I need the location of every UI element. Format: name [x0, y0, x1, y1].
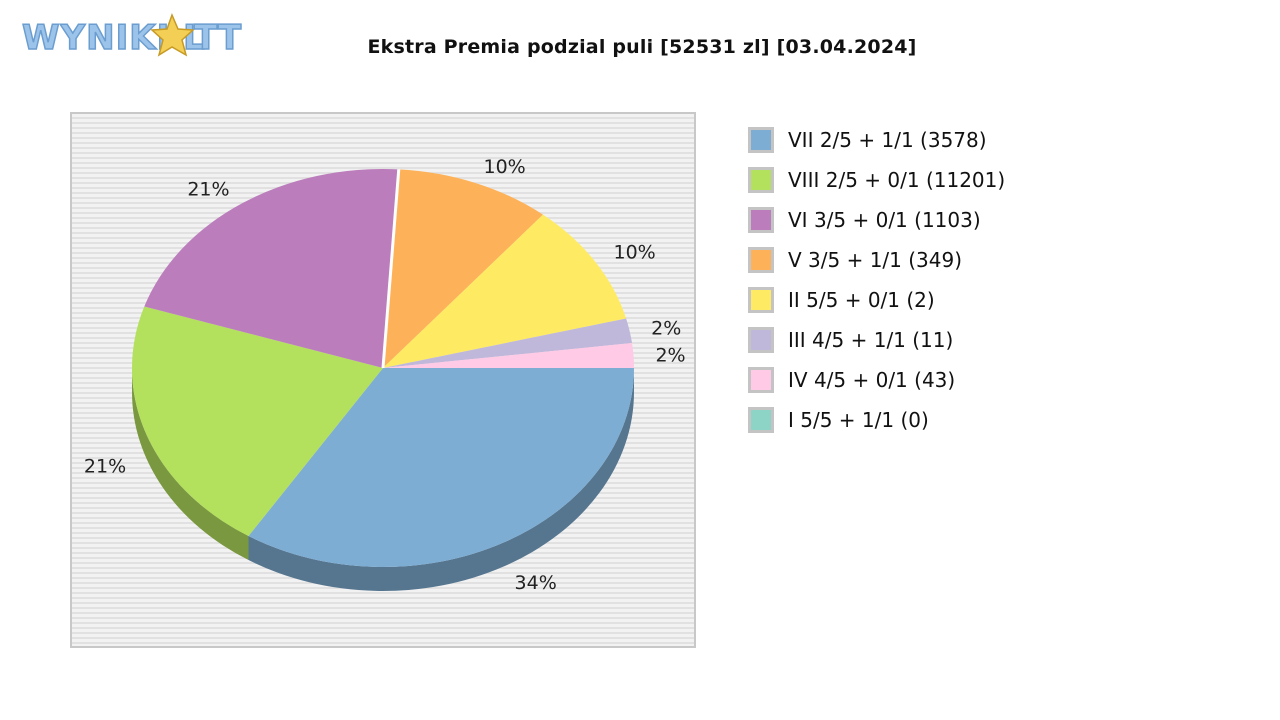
- slice-label-2: 21%: [187, 179, 229, 201]
- legend-label-4: II 5/5 + 0/1 (2): [788, 288, 935, 312]
- legend-item-2[interactable]: VI 3/5 + 0/1 (1103): [748, 200, 1168, 240]
- wyniki-lotto-logo: WYNIKI L TTO: [22, 12, 242, 58]
- legend-item-6[interactable]: IV 4/5 + 0/1 (43): [748, 360, 1168, 400]
- slice-label-0: 34%: [515, 572, 557, 594]
- pie-slice-3[interactable]: [383, 169, 543, 368]
- legend-swatch-2: [748, 207, 774, 233]
- slice-label-3: 10%: [483, 156, 525, 178]
- legend-swatch-6: [748, 367, 774, 393]
- legend-swatch-4: [748, 287, 774, 313]
- legend-label-3: V 3/5 + 1/1 (349): [788, 248, 963, 272]
- slice-label-1: 21%: [84, 456, 126, 478]
- pie-slice-separator: [381, 169, 401, 369]
- legend-item-4[interactable]: II 5/5 + 0/1 (2): [748, 280, 1168, 320]
- svg-text:TTO: TTO: [194, 18, 242, 58]
- pie-slice-side-1: [132, 368, 249, 561]
- pie-slice-2[interactable]: [144, 169, 399, 368]
- pie-slice-5[interactable]: [383, 318, 633, 368]
- legend-item-7[interactable]: I 5/5 + 1/1 (0): [748, 400, 1168, 440]
- pie-slice-side-0: [248, 368, 634, 591]
- legend-label-7: I 5/5 + 1/1 (0): [788, 408, 929, 432]
- pie-slice-1[interactable]: [132, 306, 383, 537]
- legend-swatch-5: [748, 327, 774, 353]
- legend-item-0[interactable]: VII 2/5 + 1/1 (3578): [748, 120, 1168, 160]
- legend-item-5[interactable]: III 4/5 + 1/1 (11): [748, 320, 1168, 360]
- pie-slice-4[interactable]: [383, 214, 627, 368]
- pie-slice-6[interactable]: [383, 343, 634, 368]
- legend-swatch-0: [748, 127, 774, 153]
- legend-swatch-3: [748, 247, 774, 273]
- legend-label-2: VI 3/5 + 0/1 (1103): [788, 208, 981, 232]
- slice-label-6: 2%: [655, 344, 685, 366]
- pie-slice-0[interactable]: [248, 368, 634, 567]
- slice-label-5: 2%: [651, 317, 681, 339]
- legend-item-1[interactable]: VIII 2/5 + 0/1 (11201): [748, 160, 1168, 200]
- legend-label-0: VII 2/5 + 1/1 (3578): [788, 128, 987, 152]
- legend-item-3[interactable]: V 3/5 + 1/1 (349): [748, 240, 1168, 280]
- legend: VII 2/5 + 1/1 (3578) VIII 2/5 + 0/1 (1120…: [748, 120, 1168, 440]
- legend-swatch-7: [748, 407, 774, 433]
- slice-label-4: 10%: [614, 242, 656, 264]
- legend-label-1: VIII 2/5 + 0/1 (11201): [788, 168, 1006, 192]
- legend-label-6: IV 4/5 + 0/1 (43): [788, 368, 956, 392]
- legend-label-5: III 4/5 + 1/1 (11): [788, 328, 954, 352]
- legend-swatch-1: [748, 167, 774, 193]
- chart-title: Ekstra Premia podzial puli [52531 zl] [0…: [367, 36, 917, 58]
